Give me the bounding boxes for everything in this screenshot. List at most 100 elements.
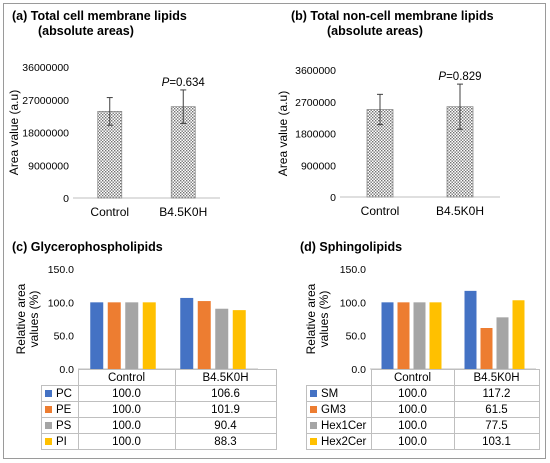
legend-swatch [45, 437, 52, 445]
panel-b-title: (b) Total non-cell membrane lipids [291, 9, 494, 23]
table-header-row: Control B4.5K0H [41, 369, 277, 386]
table-row: PE 100.0 101.9 [41, 401, 277, 418]
series-name: PE [56, 403, 72, 416]
table-row-label: Hex2Cer [306, 433, 372, 450]
series-name: Hex2Cer [321, 435, 367, 448]
y-tick-label: 2700000 [295, 97, 336, 109]
legend-swatch [310, 421, 317, 429]
x-tick-label: Control [90, 205, 129, 219]
table-cell: 117.2 [453, 385, 540, 402]
y-tick-label: 3600000 [295, 65, 336, 77]
table-cell: 88.3 [174, 433, 277, 450]
bar [232, 310, 246, 369]
bar [397, 302, 410, 369]
table-header-cell: B4.5K0H [174, 369, 277, 386]
table-header-row: Control B4.5K0H [306, 369, 540, 386]
y-tick-label: 100.0 [48, 297, 74, 309]
legend-swatch [310, 389, 317, 397]
table-corner [41, 369, 79, 386]
y-tick-label: 0 [330, 192, 336, 204]
legend-swatch [45, 421, 52, 429]
table-cell: 100.0 [77, 401, 176, 418]
table-row-label: GM3 [306, 401, 372, 418]
y-tick-label: 50.0 [54, 331, 75, 343]
y-axis-label-line: Relative area [14, 283, 28, 354]
table-cell: 100.0 [370, 385, 455, 402]
table-cell: 100.0 [77, 417, 176, 434]
legend-swatch [310, 437, 317, 445]
bar [107, 302, 121, 369]
panel-b-subtitle: (absolute areas) [327, 24, 423, 38]
table-row-label: PC [41, 385, 79, 402]
bar [215, 308, 229, 369]
data-table-c: Control B4.5K0H PC 100.0 106.6 PE 100.0 … [41, 369, 277, 450]
y-tick-label: 100.0 [340, 297, 366, 309]
table-row: PC 100.0 106.6 [41, 385, 277, 402]
y-tick-label: 18000000 [22, 128, 69, 140]
x-tick-label: B4.5K0H [159, 205, 207, 219]
table-row-label: Hex1Cer [306, 417, 372, 434]
legend-swatch [45, 389, 52, 397]
table-cell: 100.0 [370, 417, 455, 434]
table-cell: 106.6 [174, 385, 277, 402]
table-row-label: PS [41, 417, 79, 434]
y-tick-label: 1800000 [295, 129, 336, 141]
p-value-annotation: P=0.634 [162, 77, 206, 89]
y-tick-label: 900000 [301, 160, 336, 172]
series-name: Hex1Cer [321, 419, 367, 432]
y-tick-label: 9000000 [28, 160, 69, 172]
table-row: PS 100.0 90.4 [41, 417, 277, 434]
bar [381, 302, 394, 369]
y-tick-label: 0 [63, 193, 69, 205]
y-axis-label-line: values (%) [317, 291, 331, 348]
y-axis-label-line: Relative area [304, 283, 318, 354]
x-tick-label: B4.5K0H [436, 204, 484, 218]
y-tick-label: 150.0 [340, 264, 366, 276]
table-row-label: PI [41, 433, 79, 450]
p-value-symbol: P [438, 71, 446, 83]
panel-d-title: (d) Sphingolipids [300, 240, 403, 254]
bar [480, 328, 493, 369]
p-value-number: =0.829 [446, 71, 482, 83]
panel-a-title: (a) Total cell membrane lipids [12, 9, 187, 23]
x-tick-label: Control [361, 204, 400, 218]
table-row: Hex1Cer 100.0 77.5 [306, 417, 540, 434]
table-cell: 101.9 [174, 401, 277, 418]
table-cell: 61.5 [453, 401, 540, 418]
bar [413, 302, 426, 369]
y-tick-label: 36000000 [22, 62, 69, 74]
table-header-cell: B4.5K0H [453, 369, 540, 386]
legend-swatch [310, 405, 317, 413]
bar [464, 290, 477, 369]
y-axis-label: Area value (a.u) [276, 91, 290, 176]
table-header-cell: Control [370, 369, 455, 386]
bar [429, 302, 442, 369]
bar [512, 300, 525, 369]
panel-c-title: (c) Glycerophospholipids [12, 240, 163, 254]
table-cell: 103.1 [453, 433, 540, 450]
data-table-d: Control B4.5K0H SM 100.0 117.2 GM3 100.0… [306, 369, 540, 450]
table-corner [306, 369, 372, 386]
series-name: GM3 [321, 403, 346, 416]
series-name: PI [56, 435, 67, 448]
bar [125, 302, 139, 369]
bar [142, 302, 156, 369]
table-row: PI 100.0 88.3 [41, 433, 277, 450]
table-header-cell: Control [77, 369, 176, 386]
y-axis-label: Area value (a.u) [7, 90, 21, 175]
legend-swatch [45, 405, 52, 413]
y-tick-label: 150.0 [48, 264, 74, 276]
bar [197, 301, 211, 369]
bar [180, 297, 194, 369]
table-cell: 77.5 [453, 417, 540, 434]
table-row-label: SM [306, 385, 372, 402]
table-row: GM3 100.0 61.5 [306, 401, 540, 418]
y-tick-label: 50.0 [346, 331, 367, 343]
p-value-annotation: P=0.829 [438, 71, 481, 83]
figure-frame [3, 3, 546, 459]
table-cell: 100.0 [370, 401, 455, 418]
